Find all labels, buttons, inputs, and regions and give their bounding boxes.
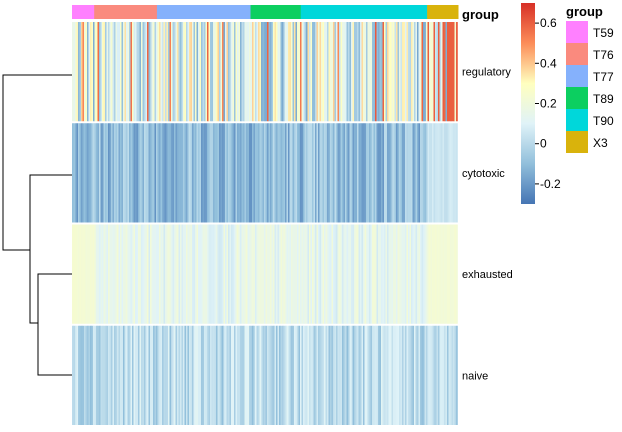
legend-swatch-t90: [566, 109, 588, 131]
legend-swatch-t59: [566, 21, 588, 43]
legend-label-t89: T89: [593, 92, 614, 106]
scale-tick-label: 0: [540, 137, 547, 151]
scale-tick-label: 0.6: [540, 16, 557, 30]
heatmap-row-naive: [72, 325, 458, 425]
dendrogram-branch-leaf: [37, 273, 72, 376]
color-scale-bar: [521, 3, 535, 204]
annotation-title: group: [462, 7, 499, 22]
legend-label-t77: T77: [593, 70, 614, 84]
color-scale-ticks: 0.6 0.4 0.2 0 -0.2: [535, 16, 561, 191]
heatmap-row-cytotoxic: [72, 123, 458, 223]
scale-tick-label: 0.4: [540, 56, 557, 70]
legend-label-t76: T76: [593, 48, 614, 62]
group-annotation-bar: [72, 5, 459, 19]
row-labels: regulatory cytotoxic exhausted naive: [462, 67, 513, 383]
annotation-segment-t90: [300, 5, 428, 19]
legend-label-t59: T59: [593, 26, 614, 40]
heatmap-row-regulatory: [72, 22, 458, 122]
legend-swatch-x3: [566, 131, 588, 153]
annotation-segment-t76: [94, 5, 158, 19]
annotation-segment-x3: [427, 5, 459, 19]
heatmap-body: [72, 22, 458, 425]
dendrogram-branch-sub: [29, 174, 72, 324]
legend-swatch-t77: [566, 65, 588, 87]
annotation-segment-t89: [250, 5, 302, 19]
dendrogram-branch-root: [2, 74, 72, 251]
legend-label-x3: X3: [593, 136, 608, 150]
row-label-naive: naive: [462, 370, 488, 382]
group-legend: T59 T76 T77 T89 T90 X3: [566, 21, 614, 153]
row-label-exhausted: exhausted: [462, 269, 513, 281]
annotation-segment-t59: [72, 5, 95, 19]
row-label-cytotoxic: cytotoxic: [462, 168, 505, 180]
legend-label-t90: T90: [593, 114, 614, 128]
heatmap-row-exhausted: [72, 224, 458, 324]
scale-tick-label: 0.2: [540, 97, 557, 111]
annotation-segment-t77: [156, 5, 252, 19]
legend-title: group: [566, 4, 603, 19]
legend-swatch-t76: [566, 43, 588, 65]
row-dendrogram: [2, 74, 72, 376]
scale-tick-label: -0.2: [540, 177, 561, 191]
row-label-regulatory: regulatory: [462, 67, 511, 79]
legend-swatch-t89: [566, 87, 588, 109]
